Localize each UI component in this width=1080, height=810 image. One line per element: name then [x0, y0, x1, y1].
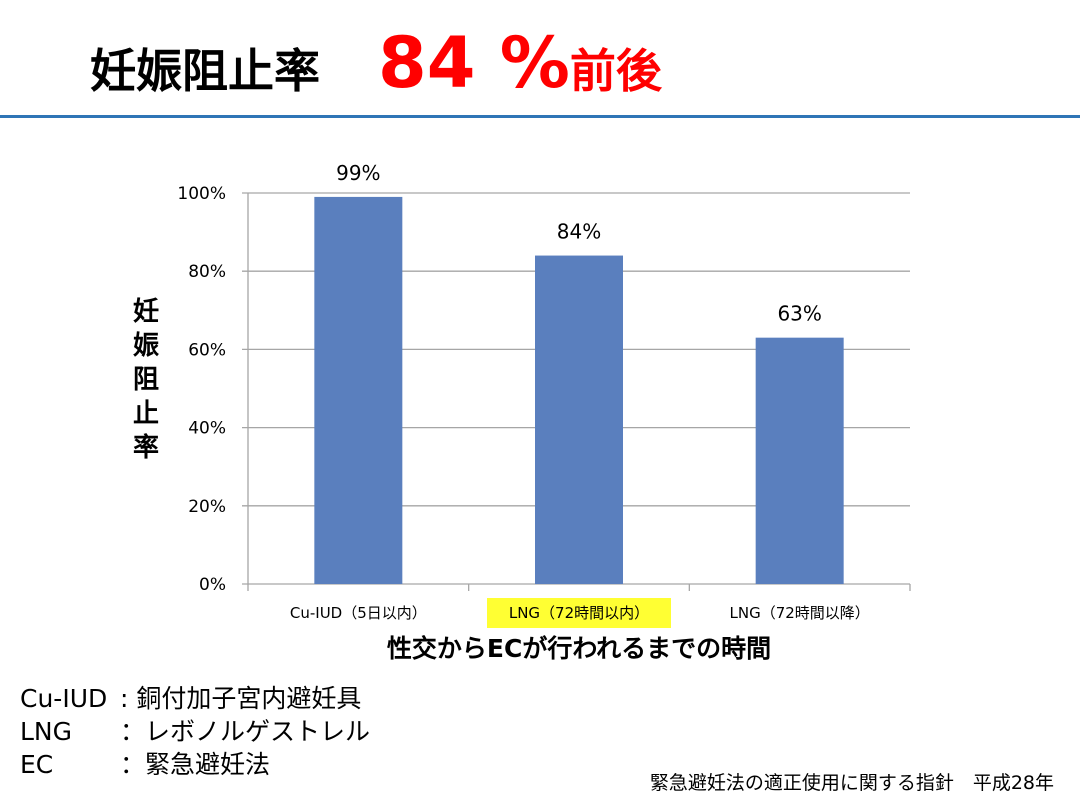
title-value: 84 % [378, 22, 570, 104]
glossary-term: LNG [20, 717, 73, 746]
x-tick-label: LNG（72時間以降） [730, 604, 870, 622]
bar-chart: 0% 20% 40% 60% 80% 100% 99% Cu-IUD（5日以内） 84% LNG（… [133, 161, 911, 663]
x-tick-label: LNG（72時間以内） [509, 604, 649, 622]
y-tick-label: 0% [199, 575, 226, 595]
source-citation: 緊急避妊法の適正使用に関する指針 平成28年 [649, 772, 1054, 794]
glossary-definition: : 銅付加子宮内避妊具 [120, 684, 362, 713]
category-highlight [487, 598, 671, 628]
y-tick-label: 100% [177, 184, 226, 204]
x-tick-label: Cu-IUD（5日以内） [290, 604, 427, 622]
y-tick-label: 40% [188, 419, 226, 439]
y-axis-label: 妊娠阻止率 [133, 297, 159, 463]
y-tick-label: 20% [188, 497, 226, 517]
glossary-row-cu-iud: Cu-IUD : 銅付加子宮内避妊具 [20, 682, 370, 715]
glossary-row-ec: EC ：緊急避妊法 [20, 748, 370, 781]
title-suffix: 前後 [569, 44, 662, 98]
y-tick-label: 60% [188, 340, 226, 360]
title-main: 妊娠阻止率 [90, 44, 320, 98]
data-label: 63% [777, 302, 821, 326]
bar [755, 337, 844, 584]
data-label: 84% [557, 220, 601, 244]
bar [314, 196, 403, 584]
glossary-definition: ：レボノルゲストレル [120, 717, 371, 746]
bar [535, 255, 623, 584]
glossary-row-lng: LNG ：レボノルゲストレル [20, 715, 370, 748]
y-tick-label: 80% [188, 262, 226, 282]
slide-title: 妊娠阻止率 84 % 前後 [90, 22, 662, 104]
data-label: 99% [336, 161, 380, 185]
glossary-term: Cu-IUD [20, 684, 108, 713]
title-divider [0, 115, 1080, 118]
glossary: Cu-IUD : 銅付加子宮内避妊具 LNG ：レボノルゲストレル EC ：緊急… [20, 682, 370, 781]
glossary-term: EC [20, 750, 54, 779]
glossary-definition: ：緊急避妊法 [120, 750, 271, 779]
x-axis-label: 性交からECが行われるまでの時間 [387, 634, 771, 663]
